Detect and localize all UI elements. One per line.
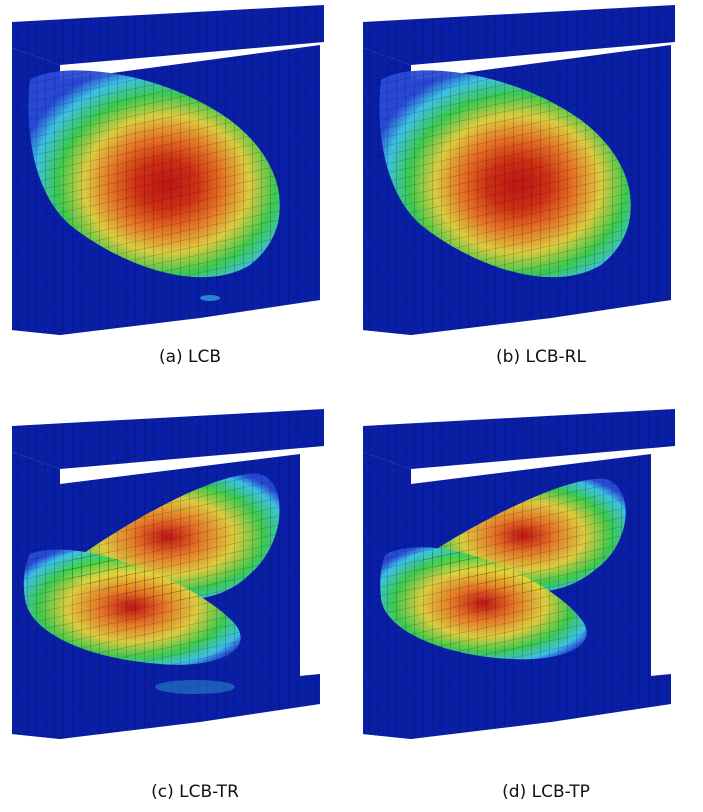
caption-b: (b) LCB-RL <box>496 347 586 367</box>
fe-model-lcb-rl <box>363 5 675 335</box>
panel-lcb <box>0 0 352 340</box>
panel-lcb-tr <box>0 404 352 749</box>
fe-model-lcb-tr <box>12 409 324 739</box>
panel-lcb-rl <box>351 0 703 340</box>
fe-model-lcb <box>12 5 324 335</box>
caption-d: (d) LCB-TP <box>502 782 590 802</box>
caption-c: (c) LCB-TR <box>151 782 239 802</box>
panel-lcb-tp <box>351 404 703 749</box>
fe-model-lcb-tp <box>363 409 675 739</box>
caption-a: (a) LCB <box>158 347 222 367</box>
